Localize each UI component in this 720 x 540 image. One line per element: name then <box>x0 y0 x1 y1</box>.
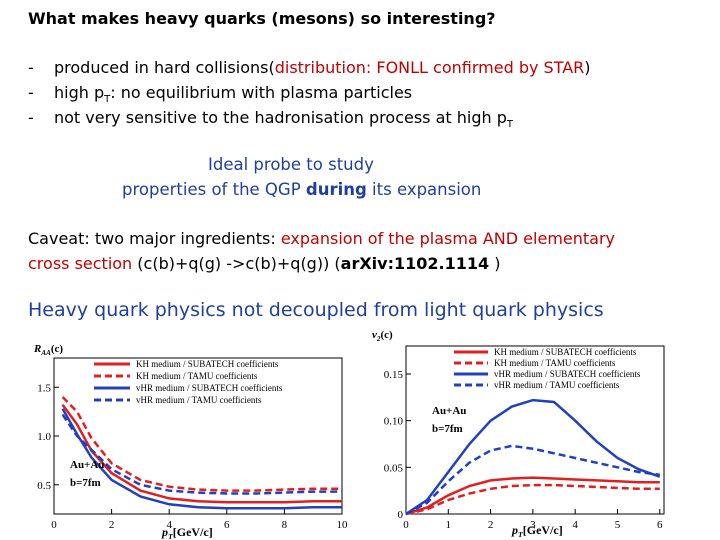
probe-line-2: properties of the QGP during its expansi… <box>122 180 482 199</box>
x-tick-label: 2 <box>109 519 115 531</box>
bullet-high-pt: - high pT: no equilibrium with plasma par… <box>28 83 413 106</box>
legend-label-3: vHR medium / SUBATECH coefficients <box>136 383 283 393</box>
y-tick-label: 1.0 <box>37 431 51 443</box>
y-tick-label: 0.15 <box>384 369 404 381</box>
legend-label-2: KH medium / TAMU coefficients <box>494 358 616 368</box>
x-tick-label: 1 <box>446 519 452 531</box>
legend-label-1: KH medium / SUBATECH coefficients <box>494 347 637 357</box>
x-tick-label: 10 <box>337 519 349 531</box>
annotation-system: Au+Au <box>432 405 466 417</box>
series-line-2 <box>405 483 660 516</box>
x-axis-label: pT[GeV/c] <box>161 525 213 540</box>
series-line-2 <box>61 396 342 492</box>
x-tick-label: 8 <box>282 519 288 531</box>
legend-label-4: vHR medium / TAMU coefficients <box>136 395 262 405</box>
y-tick-label: 0.05 <box>384 462 404 474</box>
annotation-impact: b=7fm <box>432 423 463 435</box>
y-axis-label: RAA(c) <box>33 343 63 357</box>
v2-chart: 0 1 2 3 4 5 6 0 0.05 0.10 0.15 v2(c) pT[GeV/c] KH med… <box>372 329 665 539</box>
y-tick-label: 1.5 <box>37 382 51 394</box>
series-line-3 <box>405 398 661 516</box>
x-tick-label: 5 <box>615 519 621 531</box>
legend-label-2: KH medium / TAMU coefficients <box>136 371 258 381</box>
legend-label-4: vHR medium / TAMU coefficients <box>494 380 620 390</box>
slide-title: What makes heavy quarks (mesons) so inte… <box>28 9 496 28</box>
x-tick-label: 2 <box>488 519 494 531</box>
y-tick-label: 0.10 <box>384 416 404 428</box>
raa-chart: 0 2 4 6 8 10 0.5 1.0 1.5 RAA(c) pT[GeV/c] KH medium… <box>33 343 349 540</box>
plot-frame <box>405 345 665 515</box>
probe-line-1: Ideal probe to study <box>208 155 374 174</box>
y-tick-label: 0 <box>398 509 404 521</box>
y-axis-label: v2(c) <box>372 329 393 343</box>
y-tick-label: 0.5 <box>37 480 51 492</box>
x-tick-label: 0 <box>51 519 57 531</box>
legend-label-3: vHR medium / SUBATECH coefficients <box>494 369 641 379</box>
x-tick-label: 0 <box>403 519 409 531</box>
x-tick-label: 6 <box>224 519 230 531</box>
x-tick-label: 3 <box>530 519 536 531</box>
bullet-hard-collisions: - produced in hard collisions(distributio… <box>28 58 591 77</box>
legend-label-1: KH medium / SUBATECH coefficients <box>136 359 279 369</box>
series-line-3 <box>61 408 342 510</box>
x-tick-label: 6 <box>657 519 663 531</box>
annotation-impact: b=7fm <box>70 477 101 489</box>
caveat-line-1: Caveat: two major ingredients: expansion… <box>28 229 616 248</box>
series-line-4 <box>405 444 660 516</box>
series-line-1 <box>61 404 342 504</box>
annotation-system: Au+Au <box>70 459 104 471</box>
x-tick-label: 4 <box>572 519 578 531</box>
series-line-4 <box>61 413 342 495</box>
plot-frame <box>53 357 343 515</box>
bullet-hadronisation: - not very sensitive to the hadronisation… <box>28 108 513 131</box>
x-axis-label: pT[GeV/c] <box>511 523 563 539</box>
x-tick-label: 4 <box>166 519 172 531</box>
headline: Heavy quark physics not decoupled from l… <box>28 299 604 321</box>
caveat-line-2: cross section (c(b)+q(g) ->c(b)+q(g)) (a… <box>28 254 501 273</box>
series-line-1 <box>405 476 660 516</box>
